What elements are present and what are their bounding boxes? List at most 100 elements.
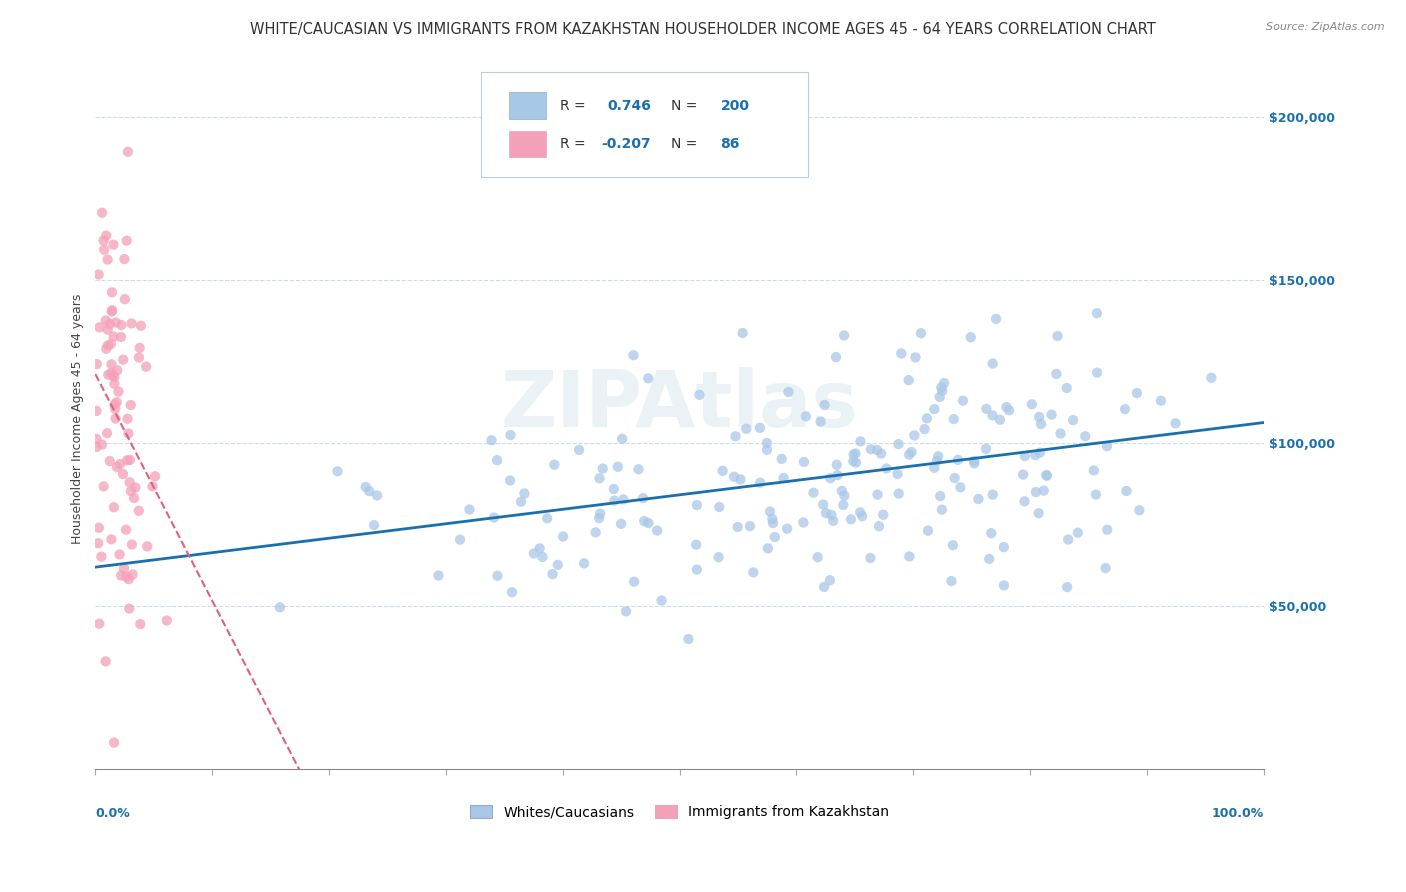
Point xyxy=(94,654,117,668)
Point xyxy=(631,491,654,505)
Point xyxy=(685,538,707,552)
Point xyxy=(859,551,882,566)
Point xyxy=(903,428,925,442)
Point xyxy=(794,409,817,424)
Point xyxy=(603,482,626,496)
Point xyxy=(589,507,612,521)
Point xyxy=(1062,413,1084,427)
Point xyxy=(793,455,815,469)
Point xyxy=(104,402,127,417)
Point xyxy=(100,533,122,547)
FancyBboxPatch shape xyxy=(509,93,547,119)
Point xyxy=(818,573,841,587)
Point xyxy=(803,485,825,500)
Point xyxy=(614,604,637,618)
Point xyxy=(627,462,650,476)
Point xyxy=(998,403,1021,417)
Point xyxy=(931,384,953,398)
FancyBboxPatch shape xyxy=(509,131,547,157)
Point xyxy=(100,357,122,371)
Point xyxy=(1025,485,1047,500)
Text: 0.0%: 0.0% xyxy=(96,807,131,820)
Point xyxy=(105,395,128,409)
Point xyxy=(886,467,908,481)
Point xyxy=(688,388,710,402)
Point xyxy=(87,268,110,282)
Point xyxy=(610,516,633,531)
Point xyxy=(510,494,533,508)
Point xyxy=(832,328,855,343)
Point xyxy=(98,454,121,468)
Point xyxy=(776,522,799,536)
Point xyxy=(97,252,120,267)
Point xyxy=(499,428,522,442)
Point xyxy=(103,376,125,391)
Point xyxy=(825,350,848,364)
Text: WHITE/CAUCASIAN VS IMMIGRANTS FROM KAZAKHSTAN HOUSEHOLDER INCOME AGES 45 - 64 YE: WHITE/CAUCASIAN VS IMMIGRANTS FROM KAZAK… xyxy=(250,22,1156,37)
Point xyxy=(105,459,128,474)
Point xyxy=(849,434,872,449)
Point xyxy=(963,457,986,471)
Point xyxy=(770,451,793,466)
Point xyxy=(543,458,565,472)
Text: ZIPAtlas: ZIPAtlas xyxy=(501,367,859,442)
Legend: Whites/Caucasians, Immigrants from Kazakhstan: Whites/Caucasians, Immigrants from Kazak… xyxy=(464,799,896,825)
Point xyxy=(761,512,783,526)
Point xyxy=(748,421,770,435)
Point xyxy=(366,488,388,502)
Point xyxy=(97,338,120,352)
Point xyxy=(96,426,118,441)
Point xyxy=(827,468,849,483)
Text: 100.0%: 100.0% xyxy=(1212,807,1264,820)
Point xyxy=(707,550,730,565)
Point xyxy=(449,533,471,547)
Point xyxy=(914,422,936,436)
Point xyxy=(354,480,377,494)
Point xyxy=(762,516,785,531)
Point xyxy=(686,563,709,577)
Point xyxy=(813,580,835,594)
Point xyxy=(1021,397,1043,411)
Point xyxy=(108,457,131,471)
Point xyxy=(1032,483,1054,498)
Point xyxy=(735,422,758,436)
Point xyxy=(949,480,972,494)
Point xyxy=(117,145,139,159)
Point xyxy=(482,510,505,524)
Point xyxy=(868,519,890,533)
Point xyxy=(820,508,842,522)
Point xyxy=(120,484,142,499)
Point xyxy=(651,593,673,607)
Point xyxy=(97,322,120,336)
Point xyxy=(1049,426,1071,441)
Point xyxy=(1057,533,1080,547)
Point xyxy=(755,442,778,457)
Text: R =: R = xyxy=(561,137,586,151)
Point xyxy=(1029,445,1052,459)
Point xyxy=(105,363,128,377)
Point xyxy=(946,452,969,467)
Point xyxy=(359,484,381,499)
Point xyxy=(114,292,136,306)
Point xyxy=(98,317,121,331)
Point xyxy=(1085,366,1108,380)
Point xyxy=(112,252,135,266)
Point xyxy=(1094,561,1116,575)
Point xyxy=(897,373,920,387)
Point xyxy=(592,461,614,475)
Point xyxy=(501,585,523,599)
Point xyxy=(1028,409,1050,424)
Point xyxy=(269,600,291,615)
Point xyxy=(96,342,118,356)
Point xyxy=(941,574,963,588)
Point xyxy=(531,549,554,564)
Point xyxy=(1035,467,1057,482)
Point xyxy=(637,516,659,530)
Point xyxy=(1083,463,1105,477)
Point xyxy=(834,489,856,503)
Point xyxy=(89,320,111,334)
Point xyxy=(101,303,124,318)
Point xyxy=(541,567,564,582)
Point xyxy=(111,467,134,481)
Point xyxy=(1128,503,1150,517)
